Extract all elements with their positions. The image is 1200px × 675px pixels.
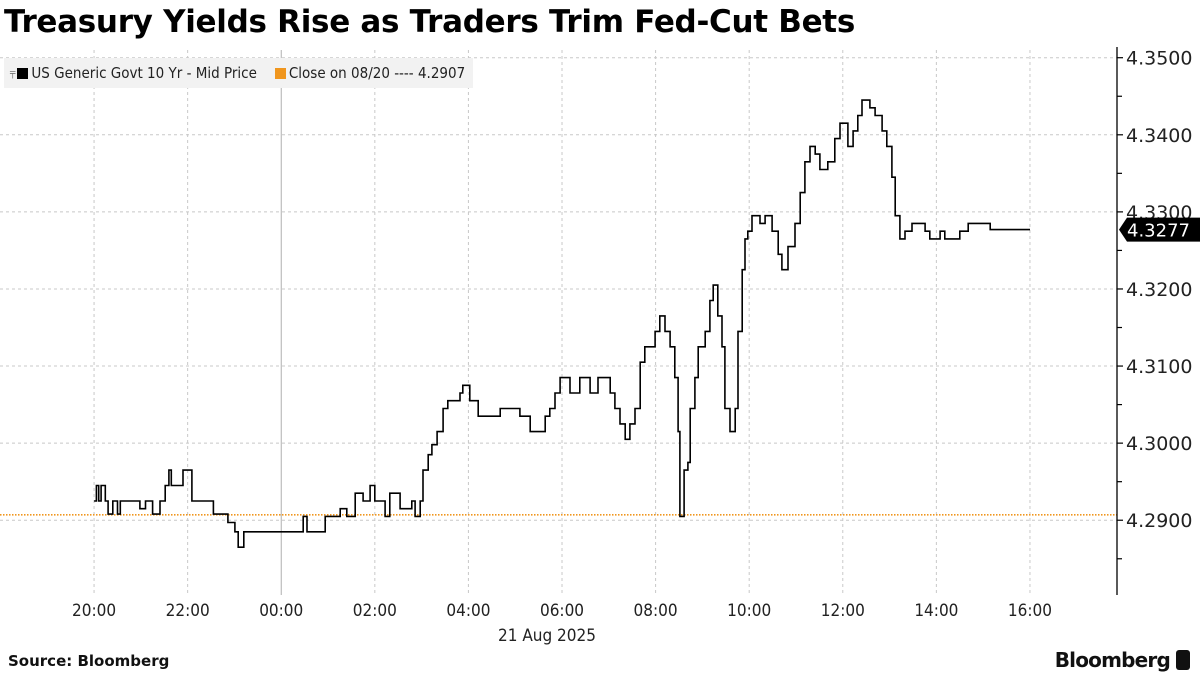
y-tick-label: 4.3100 [1126, 356, 1192, 378]
legend-series-label: US Generic Govt 10 Yr - Mid Price [31, 64, 257, 82]
x-tick-label: 00:00 [259, 601, 303, 621]
x-tick-label: 04:00 [446, 601, 490, 621]
x-tick-label: 02:00 [353, 601, 397, 621]
legend-swatch-close [274, 67, 286, 79]
x-tick-label: 22:00 [166, 601, 210, 621]
last-value-tag: 4.3277 [1119, 217, 1200, 242]
x-tick-label: 14:00 [914, 601, 958, 621]
x-tick-label: 12:00 [821, 601, 865, 621]
y-tick-label: 4.2900 [1126, 510, 1192, 532]
last-value-tag-background [1119, 217, 1200, 242]
y-tick-label: 4.3200 [1126, 279, 1192, 301]
legend-close-label: Close on 08/20 ---- 4.2907 [288, 64, 466, 82]
legend-handle-icon: ╤ [10, 67, 16, 79]
brand-text: Bloomberg [1054, 648, 1171, 672]
bloomberg-logo-icon [1176, 650, 1190, 670]
x-tick-label: 16:00 [1008, 601, 1052, 621]
legend-swatch-series [17, 67, 29, 79]
y-tick-label: 4.3500 [1126, 48, 1192, 70]
y-tick-label: 4.3400 [1126, 125, 1192, 147]
chart-title: Treasury Yields Rise as Traders Trim Fed… [4, 4, 855, 40]
x-tick-label: 20:00 [72, 601, 116, 621]
legend: ╤ US Generic Govt 10 Yr - Mid Price Clos… [4, 58, 474, 88]
x-tick-label: 08:00 [634, 601, 678, 621]
x-axis-ticks: 20:00 22:00 00:00 02:00 04:00 06:00 08:00 10:00… [72, 601, 1052, 621]
y-axis-ticks: 4.29004.30004.31004.32004.33004.34004.35… [1117, 48, 1192, 560]
grid-lines [0, 50, 1117, 595]
y-tick-label: 4.3000 [1126, 433, 1192, 455]
series-line-us-10yr [94, 99, 1030, 548]
x-axis-date-label: 21 Aug 2025 [498, 626, 596, 646]
x-tick-label: 10:00 [727, 601, 771, 621]
source-note: Source: Bloomberg [8, 652, 170, 670]
last-value-tag-text: 4.3277 [1127, 221, 1190, 242]
x-tick-label: 06:00 [540, 601, 584, 621]
bloomberg-logo: Bloomberg [1055, 648, 1190, 672]
